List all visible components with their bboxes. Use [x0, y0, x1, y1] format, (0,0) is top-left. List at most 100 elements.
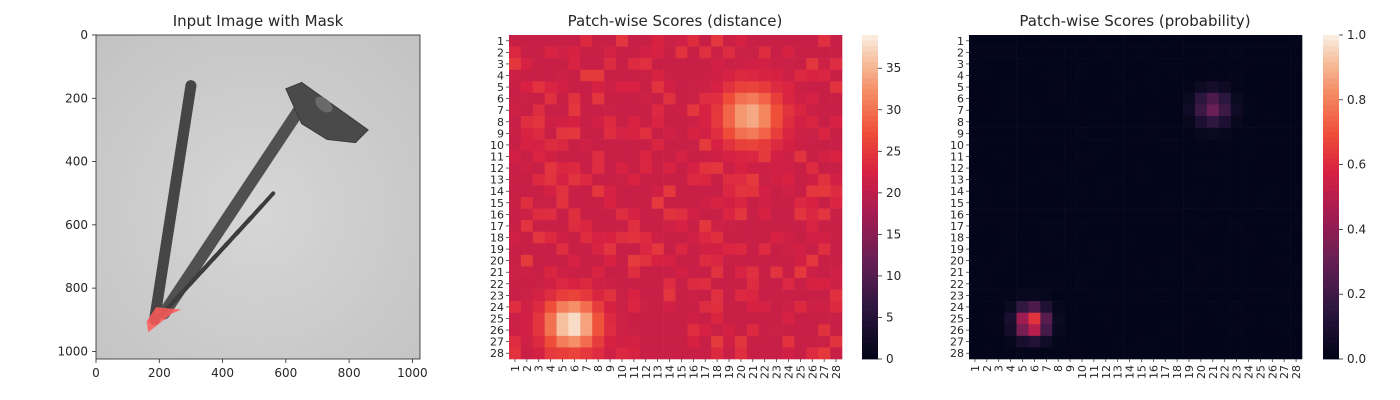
heatmap-cell [520, 185, 534, 198]
heatmap-cell [568, 243, 581, 256]
y-tick-label: 28 [950, 347, 964, 360]
heatmap-cell [830, 35, 843, 47]
heatmap-cell [580, 254, 593, 267]
heatmap-cell [818, 58, 831, 71]
heatmap-cell [1135, 58, 1148, 71]
heatmap-cell [627, 301, 641, 314]
heatmap-cell [1004, 185, 1017, 198]
heatmap-cell [992, 104, 1005, 117]
heatmap-cell [1099, 127, 1113, 140]
heatmap-cell [830, 173, 843, 186]
heatmap-cell [1218, 116, 1231, 128]
heatmap-cell [1076, 162, 1089, 175]
heatmap-cell [992, 289, 1005, 302]
heatmap-cell [1028, 69, 1041, 82]
heatmap-cell [509, 92, 522, 105]
heatmap-cell [980, 150, 994, 163]
heatmap-cell [1194, 139, 1208, 152]
heatmap-cell [746, 162, 760, 175]
heatmap-cell [1040, 46, 1053, 59]
heatmap-cell [627, 324, 641, 337]
heatmap-cell [509, 254, 522, 267]
heatmap-cell [1218, 173, 1231, 186]
heatmap-cell [699, 243, 712, 256]
heatmap-cell [734, 185, 748, 198]
heatmap-cell [992, 116, 1005, 128]
heatmap-cell [1218, 127, 1231, 140]
heatmap-cell [1052, 208, 1065, 221]
x-tick-label: 18 [711, 365, 724, 379]
heatmap-cell [1040, 278, 1053, 290]
heatmap-cell [532, 173, 545, 186]
heatmap-cell [532, 266, 545, 279]
heatmap-cell [746, 243, 760, 256]
heatmap-cell [1099, 162, 1113, 175]
heatmap-cell [580, 324, 593, 337]
heatmap-cell [1040, 92, 1053, 105]
heatmap-cell [1111, 243, 1124, 256]
heatmap-cell [1028, 335, 1041, 348]
heatmap-cell [1076, 243, 1089, 256]
heatmap-cell [746, 92, 760, 105]
image-background [96, 35, 420, 359]
heatmap-cell [651, 139, 664, 152]
heatmap-cell [1194, 220, 1208, 233]
heatmap-cell [544, 278, 557, 290]
heatmap-cell [1254, 92, 1267, 105]
heatmap-cell [770, 58, 783, 71]
heatmap-cell [1016, 254, 1029, 267]
heatmap-cell [1147, 301, 1160, 314]
colorbar-segment [862, 89, 878, 95]
heatmap-cell [675, 266, 688, 279]
heatmap-cell [992, 278, 1005, 290]
y-tick-label: 20 [950, 255, 964, 268]
heatmap-cell [1206, 208, 1220, 221]
colorbar-segment [862, 51, 878, 57]
heatmap-cell [818, 162, 831, 175]
heatmap-cell [770, 220, 783, 233]
heatmap-cell [675, 150, 688, 163]
colorbar-segment [862, 321, 878, 327]
heatmap-cell [1135, 162, 1148, 175]
heatmap-cell [532, 197, 545, 209]
heatmap-cell [1290, 324, 1303, 337]
x-tick-label: 16 [687, 365, 700, 379]
heatmap-cell [1254, 254, 1267, 267]
heatmap-cell [616, 92, 629, 105]
heatmap-cell [532, 335, 545, 348]
heatmap-cell [651, 46, 664, 59]
heatmap-cell [830, 197, 843, 209]
heatmap-cell [1123, 254, 1136, 267]
heatmap-cell [651, 127, 664, 140]
heatmap-cell [1040, 324, 1053, 337]
y-tick-label: 13 [490, 174, 504, 187]
heatmap-cell [651, 58, 664, 71]
heatmap-cell [675, 35, 688, 47]
heatmap-cell [1290, 162, 1303, 175]
x-tick-label: 14 [1124, 365, 1137, 379]
heatmap-cell [806, 197, 819, 209]
heatmap-cell [1123, 289, 1136, 302]
heatmap-cell [1111, 35, 1124, 47]
heatmap-cell [1254, 162, 1267, 175]
y-tick-label: 27 [950, 336, 964, 349]
heatmap-cell [746, 289, 760, 302]
heatmap-cell [1171, 81, 1184, 94]
heatmap-cell [830, 220, 843, 233]
heatmap-cell [1278, 116, 1291, 128]
heatmap-cell [544, 301, 557, 314]
heatmap-cell [746, 185, 760, 198]
heatmap-cell [1242, 231, 1255, 244]
heatmap-cell [687, 220, 700, 233]
heatmap-cell [1254, 81, 1267, 94]
heatmap-cell [1016, 220, 1029, 233]
heatmap-cell [1076, 289, 1089, 302]
heatmap-cell [1230, 220, 1243, 233]
heatmap-cell [556, 231, 569, 244]
heatmap-cell [604, 46, 617, 59]
heatmap-cell [1206, 35, 1220, 47]
heatmap-cell [1159, 104, 1172, 117]
heatmap-cell [794, 301, 807, 314]
heatmap-cell [782, 347, 795, 360]
heatmap-cell [770, 69, 783, 82]
